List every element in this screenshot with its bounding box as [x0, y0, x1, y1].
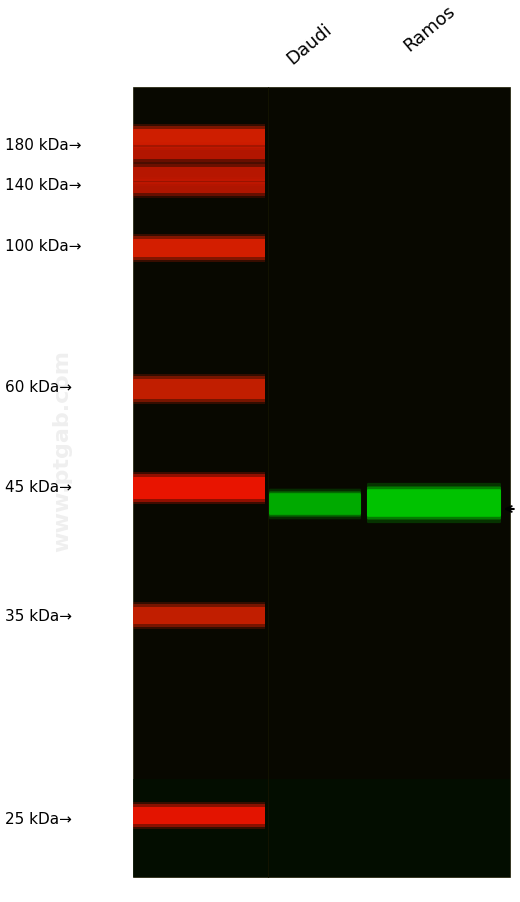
FancyBboxPatch shape — [133, 235, 265, 263]
FancyBboxPatch shape — [133, 168, 265, 182]
FancyBboxPatch shape — [133, 802, 265, 830]
FancyBboxPatch shape — [133, 805, 265, 827]
FancyBboxPatch shape — [133, 145, 265, 162]
FancyBboxPatch shape — [133, 237, 265, 261]
FancyBboxPatch shape — [133, 607, 265, 624]
FancyBboxPatch shape — [133, 162, 265, 188]
FancyBboxPatch shape — [133, 779, 510, 877]
FancyBboxPatch shape — [133, 602, 265, 630]
FancyBboxPatch shape — [367, 490, 501, 517]
Text: 45 kDa→: 45 kDa→ — [5, 479, 72, 494]
FancyBboxPatch shape — [133, 604, 265, 627]
FancyBboxPatch shape — [133, 143, 265, 165]
Text: Daudi: Daudi — [283, 20, 335, 68]
FancyBboxPatch shape — [133, 183, 265, 194]
Text: 180 kDa→: 180 kDa→ — [5, 137, 82, 152]
FancyBboxPatch shape — [133, 474, 265, 502]
FancyBboxPatch shape — [133, 178, 265, 199]
FancyBboxPatch shape — [133, 807, 265, 824]
FancyBboxPatch shape — [133, 165, 265, 185]
FancyBboxPatch shape — [133, 380, 265, 400]
FancyBboxPatch shape — [133, 180, 265, 197]
FancyBboxPatch shape — [133, 377, 265, 402]
FancyBboxPatch shape — [133, 148, 265, 160]
FancyBboxPatch shape — [367, 483, 501, 523]
FancyBboxPatch shape — [133, 127, 265, 149]
FancyBboxPatch shape — [133, 124, 265, 152]
Text: www.ptgab.com: www.ptgab.com — [53, 350, 72, 552]
Text: 100 kDa→: 100 kDa→ — [5, 239, 82, 254]
FancyBboxPatch shape — [133, 130, 265, 146]
FancyBboxPatch shape — [367, 487, 501, 520]
Text: 140 kDa→: 140 kDa→ — [5, 178, 82, 192]
Text: 25 kDa→: 25 kDa→ — [5, 812, 72, 826]
FancyBboxPatch shape — [133, 477, 265, 500]
FancyBboxPatch shape — [133, 472, 265, 505]
FancyBboxPatch shape — [269, 489, 361, 520]
FancyBboxPatch shape — [269, 493, 361, 515]
FancyBboxPatch shape — [133, 87, 510, 877]
FancyBboxPatch shape — [269, 492, 361, 517]
FancyBboxPatch shape — [133, 240, 265, 258]
Text: 60 kDa→: 60 kDa→ — [5, 380, 72, 395]
Text: 35 kDa→: 35 kDa→ — [5, 609, 72, 624]
Text: Ramos: Ramos — [400, 2, 459, 55]
FancyBboxPatch shape — [133, 374, 265, 405]
